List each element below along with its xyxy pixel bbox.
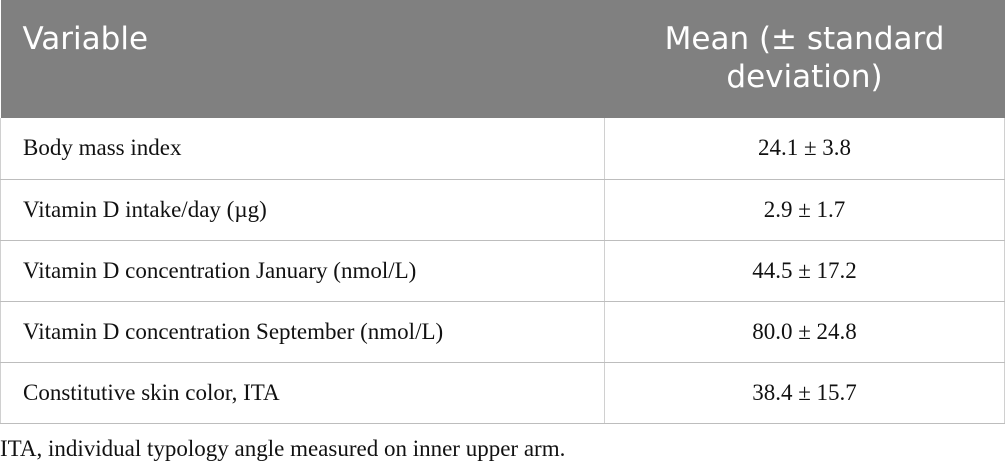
cell: Constitutive skin color, ITA — [0, 362, 605, 424]
cell: Body mass index — [0, 118, 605, 180]
header-cell: Variable — [0, 0, 605, 118]
row: Vitamin D concentration January (nmol/L)… — [0, 240, 1005, 302]
row: Constitutive skin color, ITA 38.4 ± 15.7 — [0, 362, 1005, 424]
header-cell: Mean (± standard deviation) — [604, 0, 1005, 118]
cell: Vitamin D concentration January (nmol/L) — [0, 240, 605, 302]
cell: 24.1 ± 3.8 — [604, 118, 1005, 180]
cell: 44.5 ± 17.2 — [604, 240, 1005, 302]
row: Body mass index 24.1 ± 3.8 — [0, 118, 1005, 180]
row: Vitamin D intake/day (µg) 2.9 ± 1.7 — [0, 179, 1005, 241]
row: Vitamin D concentration September (nmol/… — [0, 301, 1005, 363]
cell: 2.9 ± 1.7 — [604, 179, 1005, 241]
cell: Vitamin D concentration September (nmol/… — [0, 301, 605, 363]
cell: 80.0 ± 24.8 — [604, 301, 1005, 363]
cell: Vitamin D intake/day (µg) — [0, 179, 605, 241]
table: Variable Mean (± standard deviation) Bod… — [0, 0, 1005, 424]
header-row: Variable Mean (± standard deviation) — [0, 0, 1005, 118]
cell: 38.4 ± 15.7 — [604, 362, 1005, 424]
footnote: ITA, individual typology angle measured … — [0, 436, 566, 461]
